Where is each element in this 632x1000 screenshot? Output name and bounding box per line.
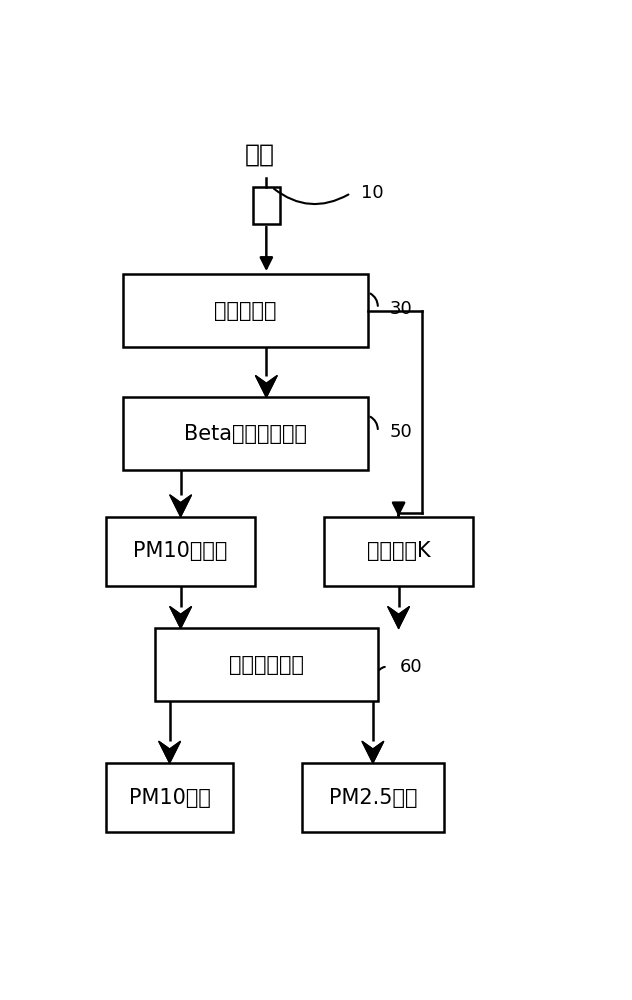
Polygon shape [159, 741, 180, 763]
Text: PM10浓度: PM10浓度 [129, 788, 210, 808]
Polygon shape [362, 741, 384, 763]
Bar [106, 517, 255, 586]
Text: PM10浓度值: PM10浓度值 [133, 541, 228, 561]
Polygon shape [170, 607, 191, 628]
Polygon shape [255, 376, 277, 397]
Text: 30: 30 [390, 300, 413, 318]
Text: Beta射线测量模块: Beta射线测量模块 [184, 424, 307, 444]
Bar [123, 397, 368, 470]
Bar [302, 763, 444, 832]
Bar [155, 628, 378, 701]
Text: 样气: 样气 [245, 143, 275, 167]
Text: 60: 60 [400, 658, 422, 676]
Bar [253, 187, 280, 224]
Text: 10: 10 [361, 184, 383, 202]
Text: 光散射模块: 光散射模块 [214, 301, 277, 321]
Bar [324, 517, 473, 586]
Text: 比例系数K: 比例系数K [367, 541, 430, 561]
Text: PM2.5浓度: PM2.5浓度 [329, 788, 417, 808]
Polygon shape [170, 495, 191, 517]
Bar [106, 763, 233, 832]
Polygon shape [388, 607, 410, 628]
Bar [123, 274, 368, 347]
Text: 数据处理单元: 数据处理单元 [229, 655, 304, 675]
Text: 50: 50 [390, 423, 413, 441]
